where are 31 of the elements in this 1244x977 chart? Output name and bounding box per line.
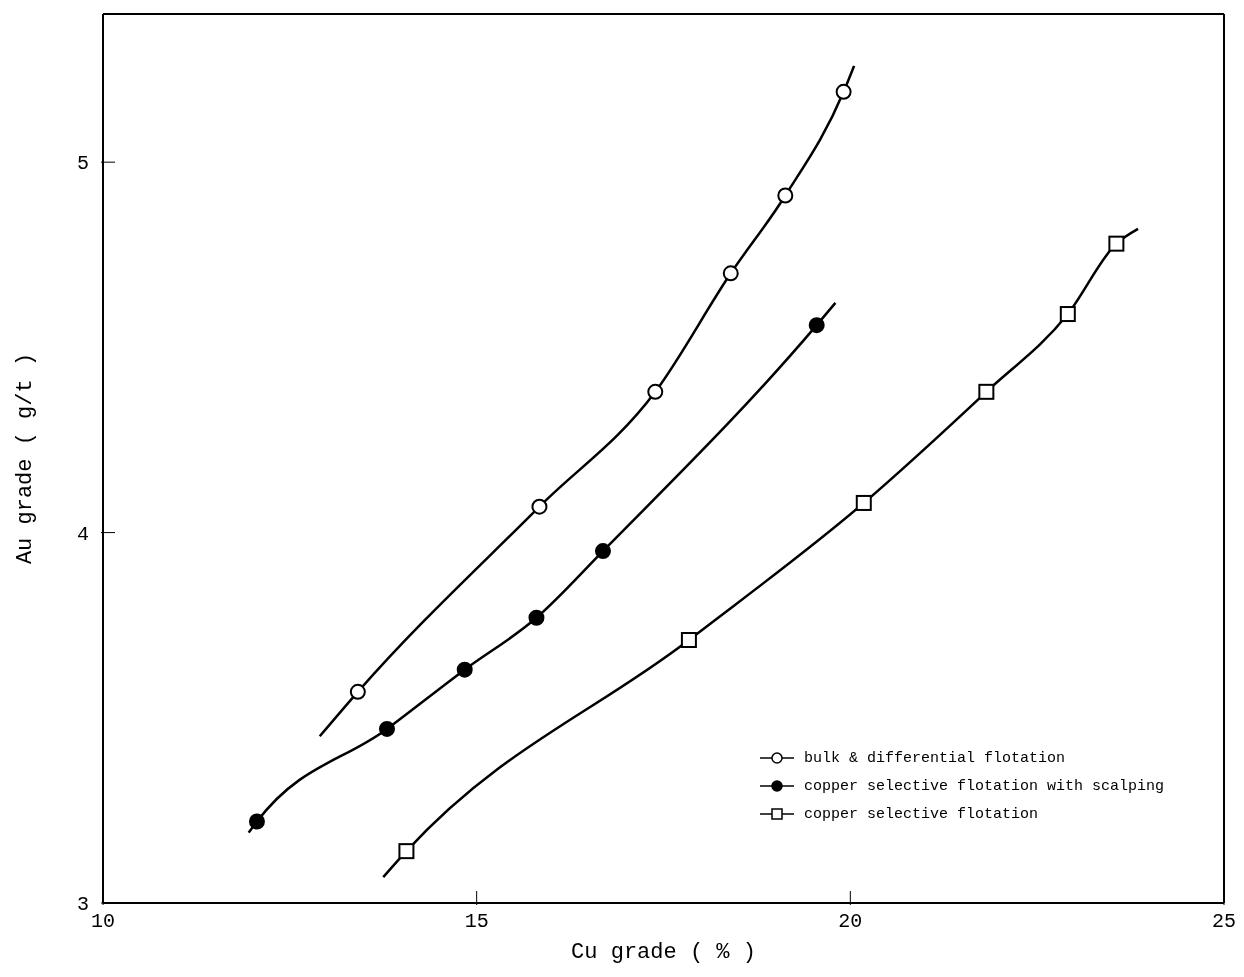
y-tick-label: 4 (76, 522, 89, 546)
point (722, 265, 739, 282)
point (531, 498, 548, 515)
point (1108, 235, 1125, 252)
y-tick-label: 3 (76, 893, 89, 916)
point (1059, 306, 1076, 323)
point (808, 317, 825, 334)
point (594, 543, 611, 560)
point (456, 661, 473, 678)
y-axis-title: Au grade ( g/t ) (12, 352, 38, 565)
x-tick-label: 25 (1211, 910, 1237, 933)
point (378, 720, 395, 737)
point (680, 632, 697, 648)
point (777, 187, 794, 204)
legend-label: copper selective flotation (803, 805, 1038, 823)
x-tick-label: 10 (90, 910, 116, 933)
x-axis-title: Cu grade ( % ) (571, 940, 756, 965)
point (398, 843, 415, 860)
point (855, 494, 872, 511)
x-tick-label: 15 (464, 910, 489, 933)
x-tick-label: 20 (838, 910, 863, 933)
point (978, 383, 995, 400)
point (349, 683, 366, 700)
legend-label: bulk & differential flotation (803, 749, 1065, 767)
point (647, 383, 664, 400)
point (248, 813, 265, 830)
line-series (318, 64, 856, 738)
point (528, 609, 545, 626)
y-tick-label: 5 (76, 152, 89, 176)
point (835, 83, 852, 100)
legend-label: copper selective flotation with scalping (803, 777, 1164, 795)
